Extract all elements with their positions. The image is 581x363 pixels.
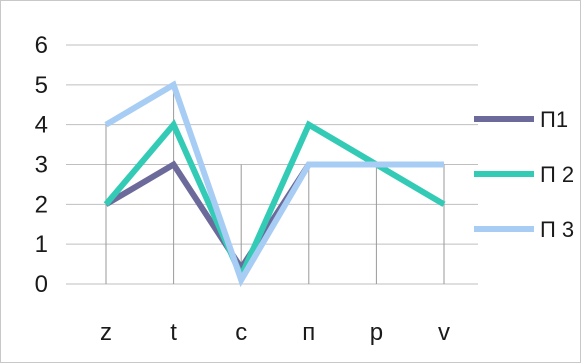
legend: П1 П 2 П 3 <box>474 107 574 242</box>
legend-label-3: П 3 <box>540 217 574 242</box>
x-tick-label: п <box>302 319 315 346</box>
series-line-2 <box>103 119 446 284</box>
y-tick-label: 3 <box>35 152 48 179</box>
series-line-3 <box>104 80 444 288</box>
legend-label-2: П 2 <box>540 162 574 187</box>
x-tick-label: v <box>438 319 450 346</box>
x-tick-label: c <box>235 319 247 346</box>
series-line-1 <box>104 160 444 274</box>
legend-label-1: П1 <box>540 107 568 132</box>
y-tick-label: 5 <box>35 72 48 99</box>
y-tick-label: 6 <box>35 32 48 59</box>
x-tick-label: p <box>370 319 383 346</box>
gridlines <box>66 44 478 285</box>
series-lines <box>103 80 446 288</box>
y-axis-ticks: 0 1 2 3 4 5 6 <box>35 32 48 298</box>
x-tick-label: t <box>170 319 177 346</box>
y-tick-label: 4 <box>35 112 48 139</box>
y-tick-label: 0 <box>35 271 48 298</box>
y-tick-label: 1 <box>35 231 48 258</box>
x-tick-label: z <box>100 319 112 346</box>
y-tick-label: 2 <box>35 191 48 218</box>
